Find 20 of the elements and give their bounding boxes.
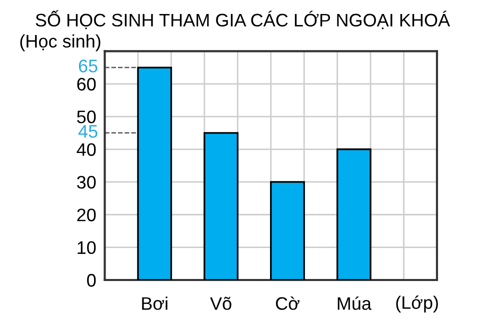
- x-axis-title: (Lớp): [396, 296, 438, 313]
- ref-line-label: 65: [78, 60, 98, 72]
- chart-title: SỐ HỌC SINH THAM GIA CÁC LỚP NGOẠI KHOÁ: [36, 10, 450, 30]
- x-tick-label: Bơi: [142, 296, 168, 310]
- ref-line-label: 45: [78, 125, 98, 138]
- x-tick-label: Cờ: [276, 296, 300, 310]
- bar: [137, 66, 172, 280]
- y-tick-label: 50: [77, 110, 96, 124]
- bar: [204, 132, 238, 280]
- y-tick-label: 40: [76, 143, 96, 156]
- x-tick-label: Võ: [210, 296, 232, 310]
- y-tick-label: 60: [77, 78, 96, 91]
- y-axis-title: (Học sinh): [20, 34, 100, 52]
- bar: [336, 148, 372, 280]
- y-tick-label: 20: [77, 208, 96, 222]
- bar: [270, 181, 305, 280]
- y-tick-label: 30: [77, 176, 96, 189]
- y-tick-label: 0: [87, 274, 96, 287]
- x-tick-label: Múa: [338, 296, 372, 310]
- y-tick-label: 10: [78, 241, 96, 254]
